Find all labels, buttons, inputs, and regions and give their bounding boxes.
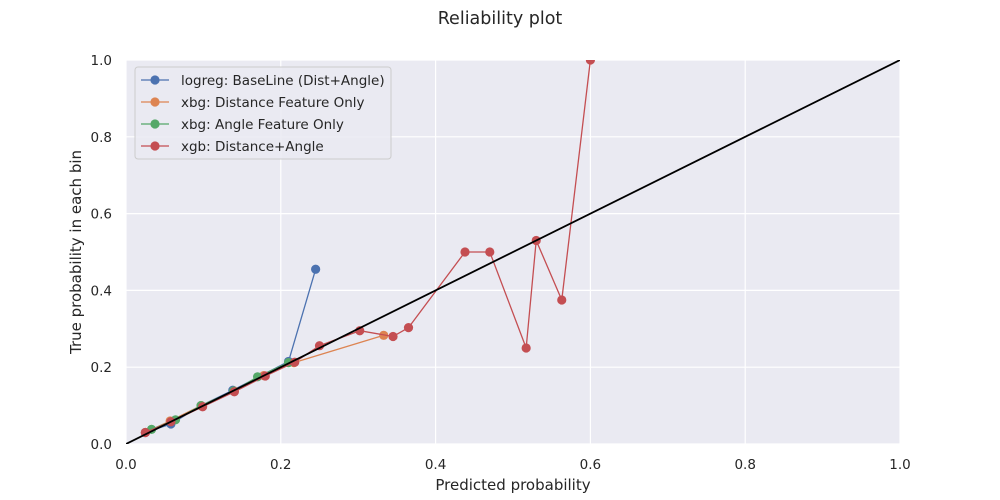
legend-item: xbg: Angle Feature Only bbox=[141, 117, 344, 133]
x-axis-label: Predicted probability bbox=[435, 476, 590, 494]
legend: logreg: BaseLine (Dist+Angle) xbg: Distan… bbox=[134, 66, 392, 160]
y-tick-label: 1.0 bbox=[91, 53, 112, 69]
legend-marker bbox=[150, 141, 160, 151]
y-tick-label: 0.0 bbox=[91, 437, 112, 453]
legend-marker bbox=[150, 119, 160, 129]
x-tick-labels: 0.0 0.2 0.4 0.6 0.8 1.0 bbox=[115, 457, 910, 473]
data-point bbox=[460, 247, 470, 257]
x-tick-label: 0.0 bbox=[115, 457, 136, 473]
legend-item: xgb: Distance+Angle bbox=[141, 139, 324, 155]
data-point bbox=[485, 247, 495, 257]
x-tick-label: 0.8 bbox=[734, 457, 755, 473]
chart-title: Reliability plot bbox=[438, 9, 563, 29]
grid-lines bbox=[125, 59, 901, 445]
legend-item: logreg: BaseLine (Dist+Angle) bbox=[141, 73, 385, 89]
legend-label: xbg: Distance Feature Only bbox=[181, 95, 365, 111]
y-tick-label: 0.4 bbox=[91, 283, 112, 299]
data-point bbox=[585, 60, 595, 65]
y-tick-label: 0.2 bbox=[91, 360, 112, 376]
y-tick-label: 0.8 bbox=[91, 130, 112, 146]
x-tick-label: 0.6 bbox=[580, 457, 601, 473]
legend-label: xgb: Distance+Angle bbox=[181, 139, 324, 155]
series-layer bbox=[126, 60, 900, 444]
legend-box bbox=[134, 66, 392, 160]
x-tick-label: 1.0 bbox=[889, 457, 910, 473]
legend-marker bbox=[150, 97, 160, 107]
legend-label: logreg: BaseLine (Dist+Angle) bbox=[181, 73, 385, 89]
legend-label: xbg: Angle Feature Only bbox=[181, 117, 344, 133]
data-point bbox=[557, 295, 567, 305]
x-tick-label: 0.4 bbox=[425, 457, 446, 473]
legend-item: xbg: Distance Feature Only bbox=[141, 95, 365, 111]
y-tick-labels: 0.0 0.2 0.4 0.6 0.8 1.0 bbox=[91, 53, 112, 453]
series-line bbox=[145, 60, 592, 434]
data-point bbox=[388, 331, 398, 342]
x-tick-label: 0.2 bbox=[270, 457, 291, 473]
data-point bbox=[403, 323, 414, 333]
y-tick-label: 0.6 bbox=[91, 207, 112, 223]
data-point bbox=[314, 341, 325, 351]
legend-marker bbox=[150, 75, 160, 85]
data-point bbox=[311, 264, 321, 274]
y-axis-label: True probability in each bin bbox=[67, 150, 85, 355]
data-point bbox=[521, 343, 531, 353]
perfect-calibration-line bbox=[126, 60, 900, 444]
